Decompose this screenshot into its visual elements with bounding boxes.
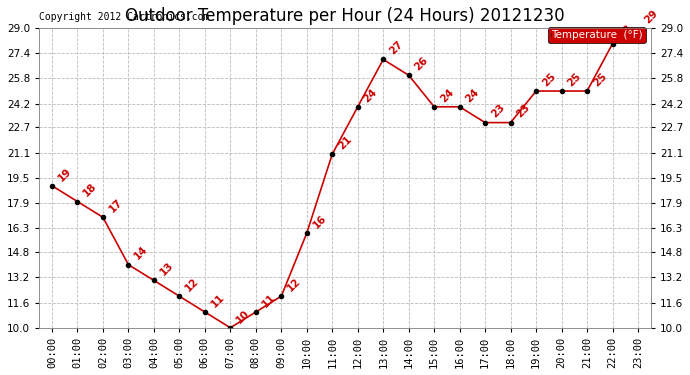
Text: 25: 25 [591,71,609,88]
Text: 24: 24 [464,87,481,104]
Text: 13: 13 [158,260,175,278]
Legend: Temperature  (°F): Temperature (°F) [548,27,646,44]
Text: 19: 19 [56,166,73,183]
Text: 12: 12 [184,276,201,293]
Text: 23: 23 [515,102,532,120]
Title: Outdoor Temperature per Hour (24 Hours) 20121230: Outdoor Temperature per Hour (24 Hours) … [125,7,565,25]
Text: 16: 16 [311,213,328,230]
Text: 12: 12 [286,276,303,293]
Text: 25: 25 [566,71,583,88]
Text: 28: 28 [617,24,634,41]
Text: Copyright 2012 Cartronics.com: Copyright 2012 Cartronics.com [39,12,210,22]
Text: 29: 29 [642,8,660,25]
Text: 18: 18 [81,182,99,199]
Text: 24: 24 [362,87,380,104]
Text: 27: 27 [387,39,405,57]
Text: 23: 23 [489,102,506,120]
Text: 21: 21 [337,134,354,152]
Text: 11: 11 [260,292,277,309]
Text: 10: 10 [235,308,252,325]
Text: 26: 26 [413,55,430,72]
Text: 14: 14 [132,244,150,262]
Text: 17: 17 [107,197,124,214]
Text: 11: 11 [209,292,226,309]
Text: 25: 25 [540,71,558,88]
Text: 24: 24 [438,87,456,104]
